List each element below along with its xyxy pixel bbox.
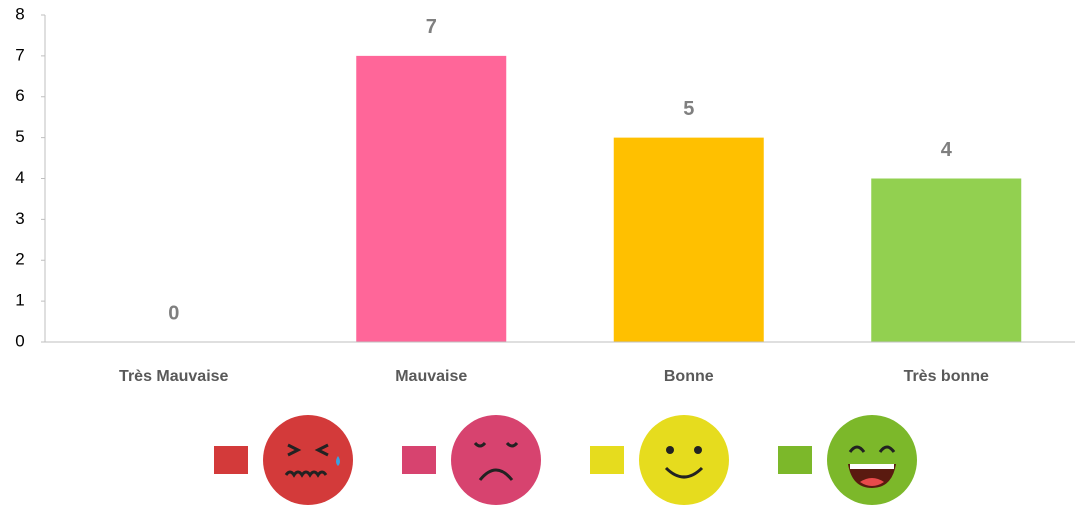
face-tear: [336, 456, 340, 466]
face-bad: [451, 415, 541, 505]
face-tongue: [860, 478, 884, 486]
value-label: 7: [426, 16, 437, 38]
y-tick-label: 4: [15, 168, 24, 187]
legend-swatch: [402, 446, 436, 474]
legend-swatch: [778, 446, 812, 474]
face-eyes: [473, 441, 519, 448]
y-tick-label: 6: [15, 86, 24, 105]
value-label: 4: [941, 139, 953, 161]
legend-swatch: [590, 446, 624, 474]
face-mouth: [664, 466, 704, 479]
y-tick-label: 0: [15, 331, 24, 350]
face-very-good: [827, 415, 917, 505]
x-tick-label: Bonne: [664, 368, 714, 385]
face-eyes: [287, 443, 329, 457]
bar: [613, 137, 764, 342]
face-eyes: [848, 445, 896, 453]
x-tick-label: Très Mauvaise: [119, 368, 229, 385]
y-tick-label: 7: [15, 45, 24, 64]
legend-faces: [263, 415, 917, 505]
face-mouth: [284, 470, 328, 478]
face-eye: [666, 446, 674, 454]
face-mouth: [478, 468, 514, 481]
value-label: 5: [683, 98, 694, 120]
y-tick-label: 1: [15, 291, 24, 310]
bar: [871, 178, 1022, 342]
value-label: 0: [168, 302, 179, 324]
x-tick-label: Mauvaise: [395, 368, 467, 385]
legend-swatch: [214, 446, 248, 474]
y-tick-label: 3: [15, 209, 24, 228]
face-teeth: [850, 464, 894, 469]
face-eye: [694, 446, 702, 454]
y-tick-label: 2: [15, 250, 24, 269]
face-very-bad: [263, 415, 353, 505]
y-tick-label: 8: [15, 4, 24, 23]
x-tick-label: Très bonne: [904, 368, 989, 385]
y-tick-label: 5: [15, 127, 24, 146]
bar: [356, 55, 507, 342]
face-good: [639, 415, 729, 505]
